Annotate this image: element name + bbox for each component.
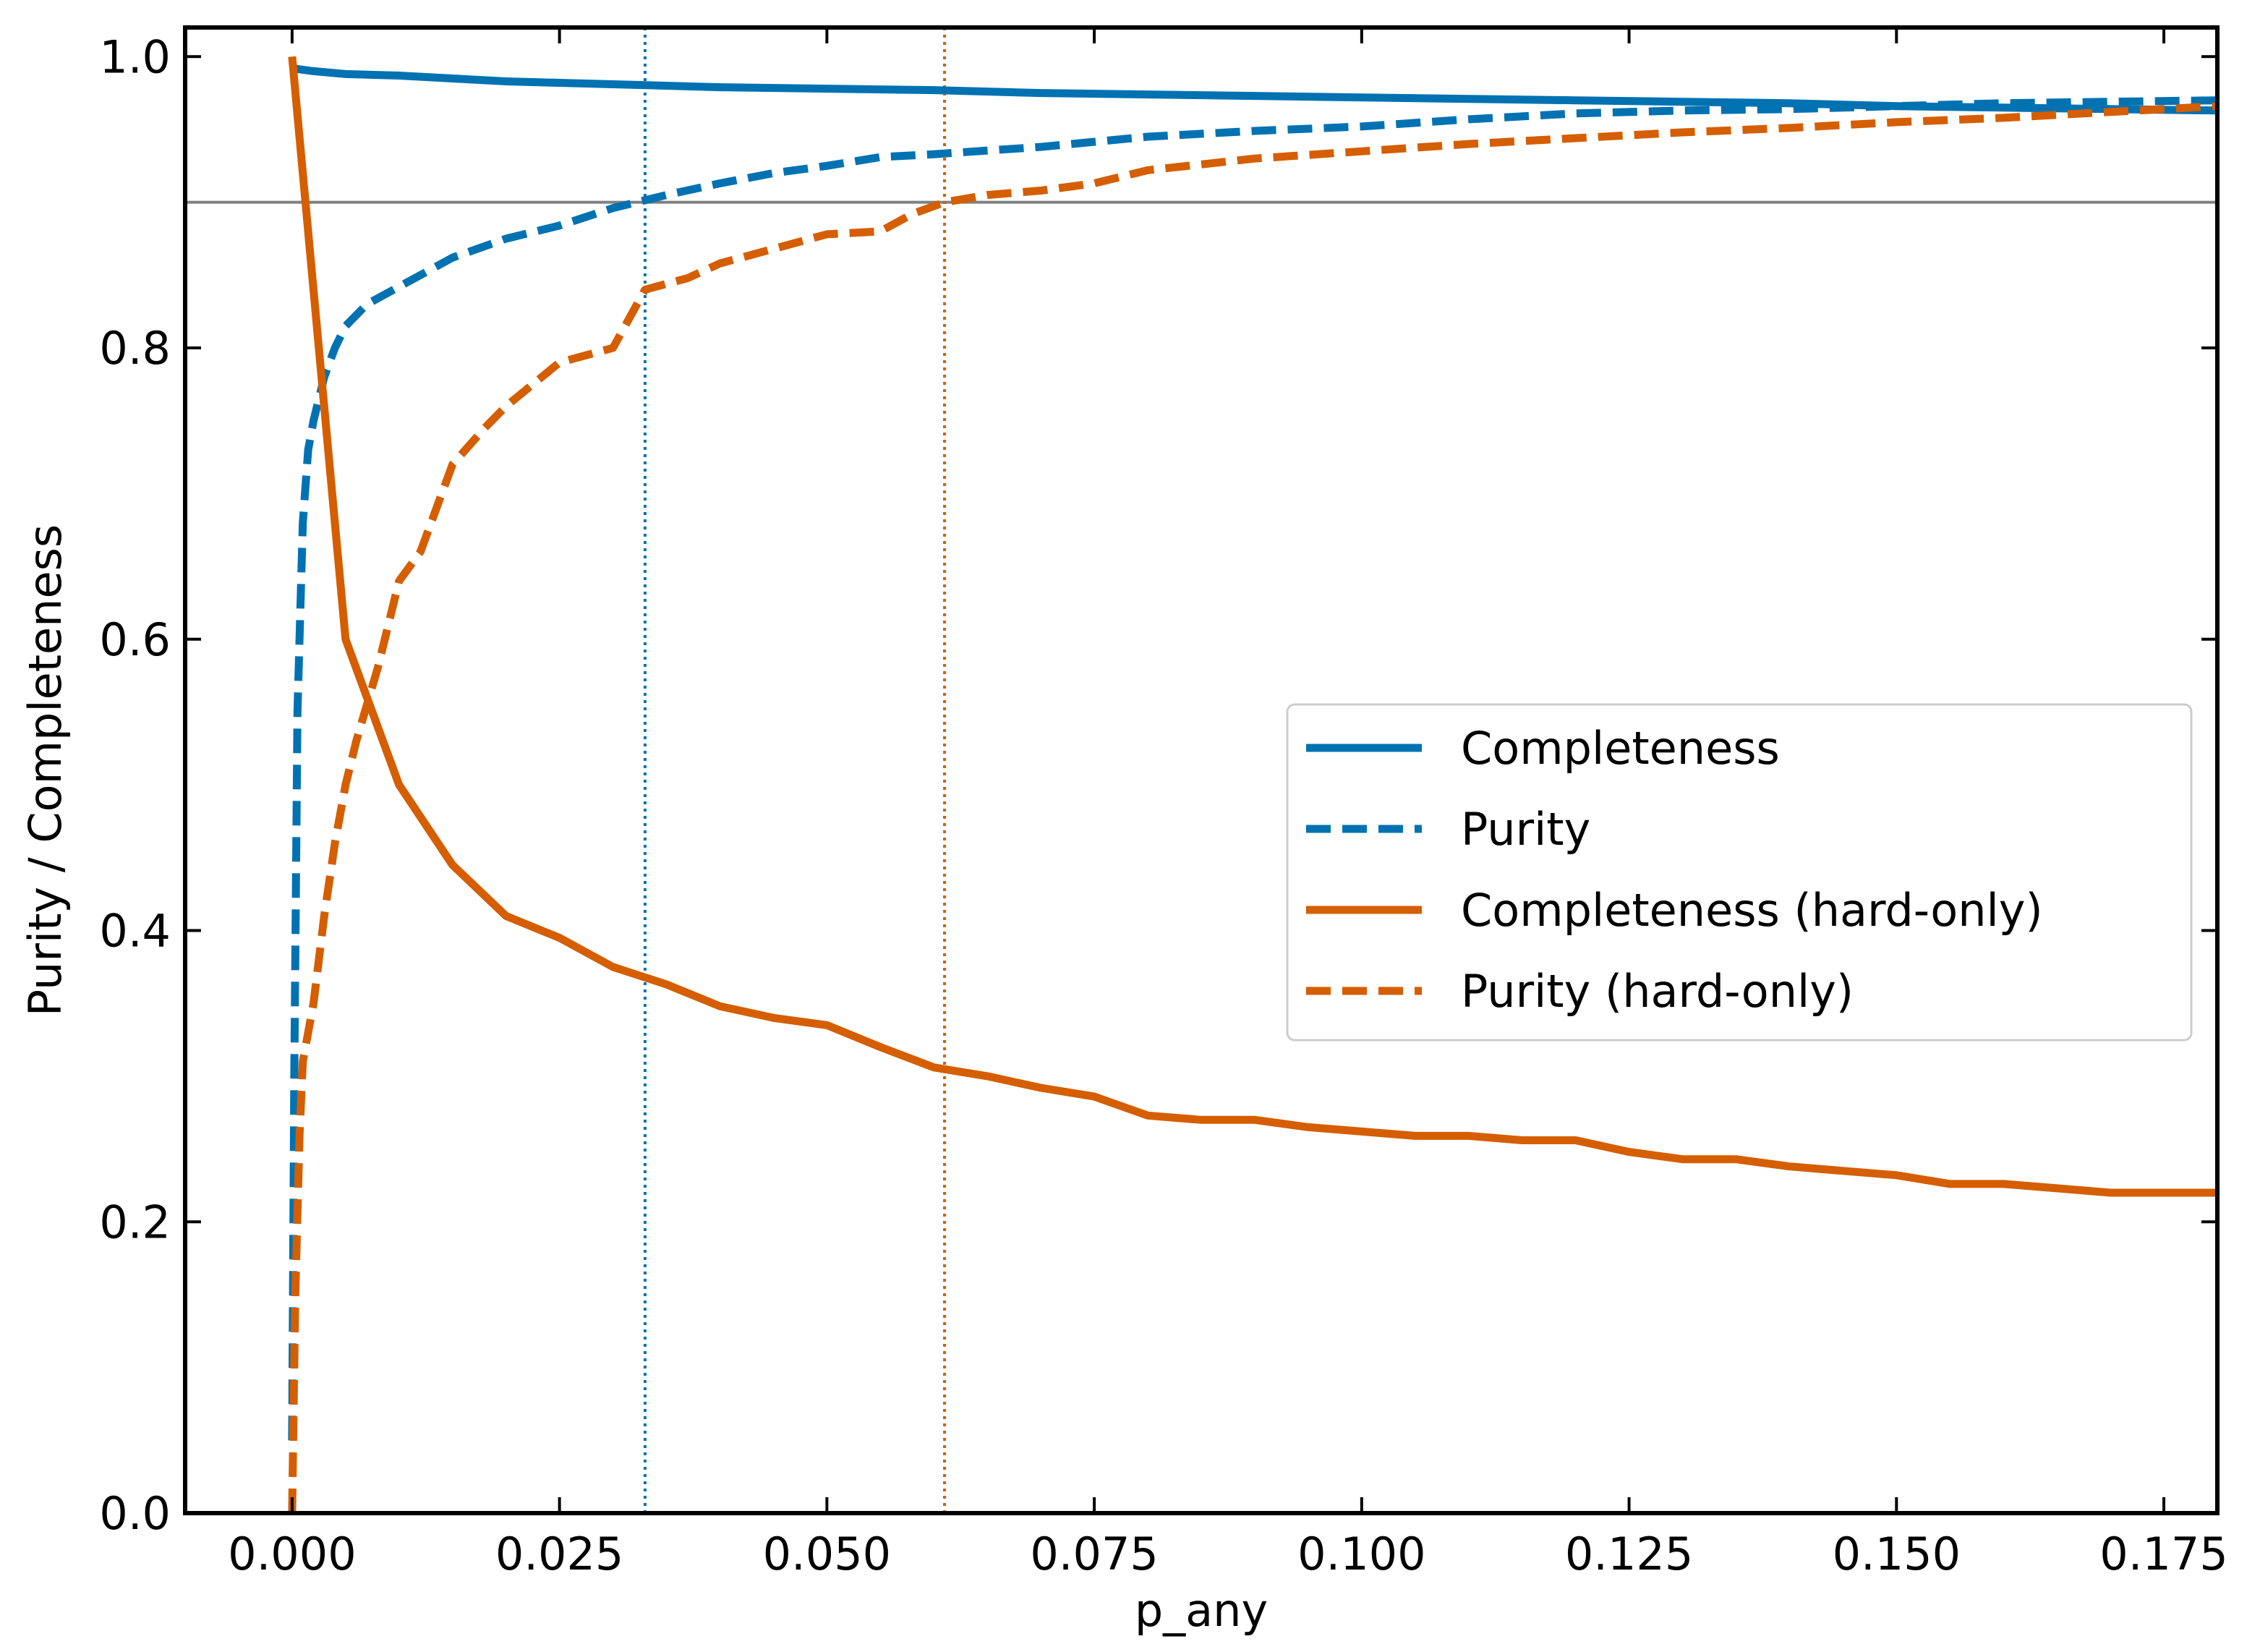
legend-label-1: Purity — [1461, 803, 1590, 856]
y-tick-label-3: 0.6 — [99, 613, 171, 666]
ticks-layer: 0.000 0.025 0.050 0.075 0.100 0.125 0.150 0.175… — [99, 27, 2228, 1580]
x-tick-label-3: 0.075 — [1030, 1528, 1159, 1580]
legend-label-2: Completeness (hard-only) — [1461, 884, 2043, 937]
x-tick-label-7: 0.175 — [2099, 1528, 2228, 1580]
y-tick-label-4: 0.8 — [99, 322, 171, 375]
legend: Completeness Purity Completeness (hard-onl… — [1286, 703, 2193, 1042]
reference-lines — [185, 27, 2217, 1513]
y-tick-label-5: 1.0 — [99, 30, 171, 83]
y-tick-label-1: 0.2 — [99, 1196, 171, 1248]
x-tick-label-4: 0.100 — [1297, 1528, 1426, 1580]
x-axis-label: p_any — [1135, 1584, 1268, 1637]
x-tick-label-1: 0.025 — [495, 1528, 624, 1580]
series-line-0 — [291, 64, 2217, 115]
series-line-1 — [288, 96, 2217, 1441]
x-tick-label-2: 0.050 — [763, 1528, 892, 1580]
legend-box — [1286, 703, 2193, 1042]
x-tick-label-6: 0.150 — [1833, 1528, 1961, 1580]
legend-label-0: Completeness — [1461, 722, 1780, 775]
x-tick-label-5: 0.125 — [1565, 1528, 1694, 1580]
y-tick-label-0: 0.0 — [99, 1487, 171, 1540]
series-layer — [288, 56, 2217, 1513]
y-axis-label: Purity / Completeness — [19, 524, 72, 1016]
y-tick-label-2: 0.4 — [99, 905, 171, 958]
x-tick-label-0: 0.000 — [228, 1528, 357, 1580]
series-line-3 — [288, 102, 2217, 1513]
legend-label-3: Purity (hard-only) — [1461, 965, 1854, 1018]
series-line-2 — [288, 56, 2217, 1197]
plot-frame — [183, 25, 2220, 1515]
